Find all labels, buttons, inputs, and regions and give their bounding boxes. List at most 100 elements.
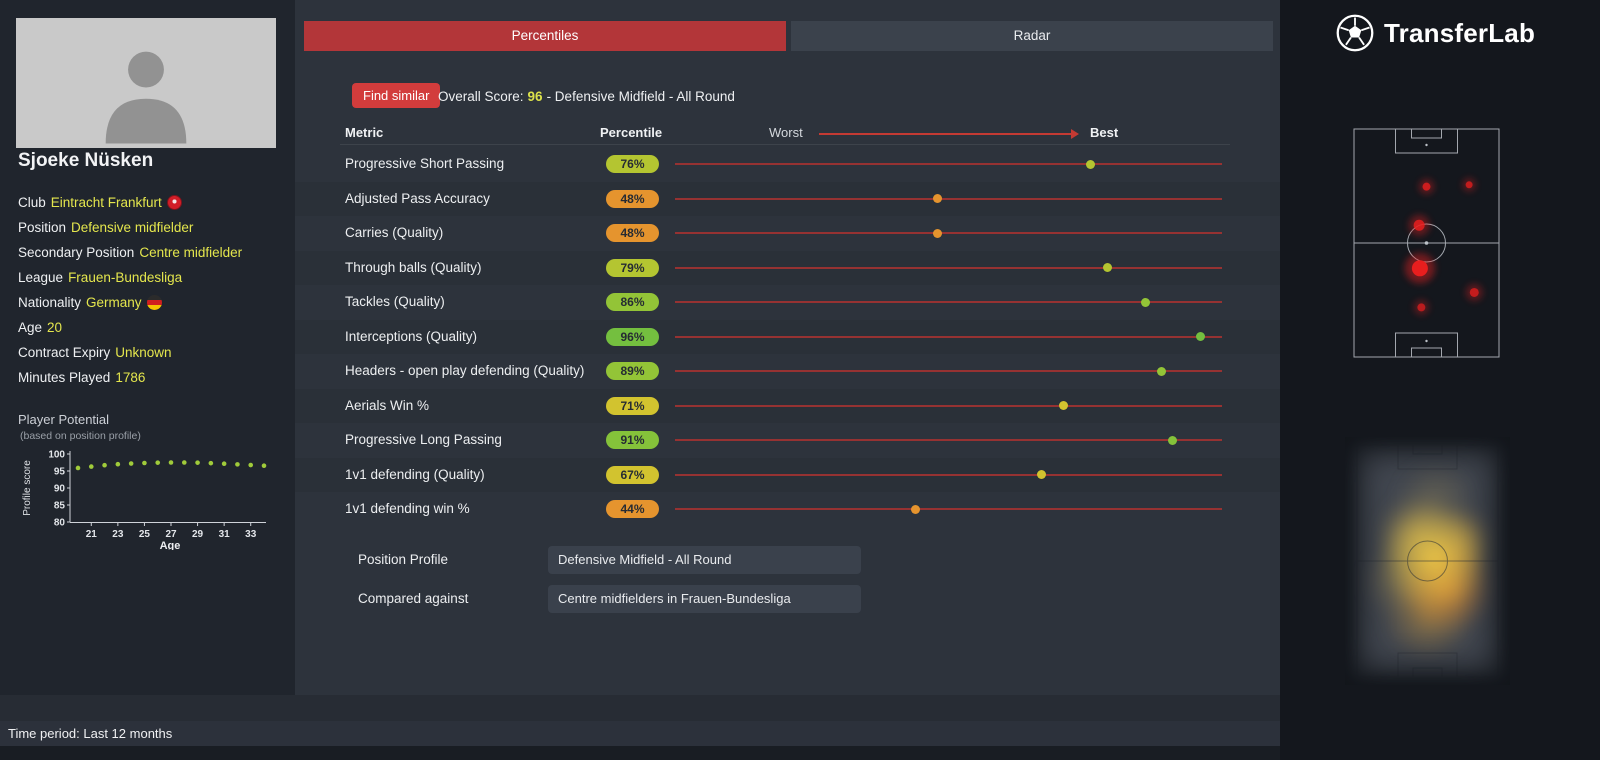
detail-label: League bbox=[18, 270, 64, 285]
select-box[interactable]: Centre midfielders in Frauen-Bundesliga bbox=[548, 585, 861, 613]
player-heatmap bbox=[1345, 437, 1510, 685]
detail-label: Secondary Position bbox=[18, 245, 135, 260]
select-box[interactable]: Defensive Midfield - All Round bbox=[548, 546, 861, 574]
percentile-line bbox=[675, 401, 1222, 410]
svg-text:80: 80 bbox=[54, 518, 66, 529]
svg-text:100: 100 bbox=[48, 450, 65, 461]
tab-percentiles[interactable]: Percentiles bbox=[304, 21, 786, 51]
player-silhouette-icon bbox=[105, 51, 187, 144]
detail-value: Eintracht Frankfurt bbox=[50, 195, 162, 210]
player-potential-subtitle: (based on position profile) bbox=[20, 430, 141, 442]
svg-text:85: 85 bbox=[54, 501, 66, 512]
svg-text:23: 23 bbox=[112, 529, 124, 540]
percentile-dot bbox=[1140, 297, 1150, 307]
svg-text:21: 21 bbox=[86, 529, 98, 540]
percentile-badge: 71% bbox=[606, 396, 659, 415]
transferlab-logo: TransferLab bbox=[1335, 13, 1535, 53]
svg-text:Age: Age bbox=[160, 540, 181, 550]
svg-text:25: 25 bbox=[139, 529, 151, 540]
table-row: Tackles (Quality) 86% bbox=[295, 285, 1280, 320]
player-details: Club Eintracht Frankfurt Position Defensive… bbox=[18, 190, 242, 390]
percentile-badge: 79% bbox=[606, 258, 659, 277]
percentile-line bbox=[675, 332, 1222, 341]
table-row: Interceptions (Quality) 96% bbox=[295, 319, 1280, 354]
svg-text:29: 29 bbox=[192, 529, 204, 540]
profile-select-row: Compared against Centre midfielders in Fr… bbox=[295, 585, 1280, 624]
table-row: 1v1 defending (Quality) 67% bbox=[295, 457, 1280, 492]
football-icon bbox=[1336, 14, 1374, 52]
detail-value: Frauen-Bundesliga bbox=[68, 270, 183, 285]
tab-radar[interactable]: Radar bbox=[791, 21, 1273, 51]
detail-value: Germany bbox=[86, 295, 142, 310]
detail-label: Contract Expiry bbox=[18, 345, 111, 360]
percentile-dot bbox=[933, 228, 943, 238]
header-divider bbox=[340, 144, 1230, 145]
svg-text:33: 33 bbox=[245, 529, 257, 540]
svg-text:31: 31 bbox=[219, 529, 231, 540]
table-header: Metric Percentile Worst Best bbox=[295, 125, 1280, 143]
detail-value: 1786 bbox=[115, 370, 146, 385]
metric-name: Progressive Long Passing bbox=[345, 432, 502, 447]
player-detail-row: Position Defensive midfielder bbox=[18, 215, 242, 240]
player-detail-row: Nationality Germany bbox=[18, 290, 242, 315]
svg-text:Profile score: Profile score bbox=[22, 460, 33, 516]
player-detail-row: Minutes Played 1786 bbox=[18, 365, 242, 390]
positions-pitch-map bbox=[1353, 128, 1500, 358]
player-sidebar: Sjoeke Nüsken Club Eintracht Frankfurt Pos… bbox=[0, 0, 295, 695]
heatmap-base bbox=[1349, 441, 1506, 681]
percentile-badge: 76% bbox=[606, 155, 659, 173]
metric-column-header: Metric bbox=[345, 125, 384, 140]
worst-label: Worst bbox=[769, 125, 803, 140]
right-panel: TransferLab bbox=[1280, 0, 1600, 760]
detail-label: Minutes Played bbox=[18, 370, 111, 385]
heatmap-pitch-lines bbox=[1356, 444, 1499, 678]
percentile-line bbox=[675, 228, 1222, 238]
metric-name: Carries (Quality) bbox=[345, 225, 444, 240]
club-badge-icon bbox=[166, 195, 182, 210]
player-detail-row: Secondary Position Centre midfielder bbox=[18, 240, 242, 265]
metric-name: Progressive Short Passing bbox=[345, 156, 505, 171]
percentile-line bbox=[675, 366, 1222, 376]
detail-value: Centre midfielder bbox=[139, 245, 243, 260]
time-period-bar: Time period: Last 12 months bbox=[0, 721, 1280, 746]
percentile-dot bbox=[911, 504, 921, 514]
percentile-line bbox=[675, 159, 1222, 169]
view-tabs: Percentiles Radar bbox=[304, 21, 1273, 51]
player-potential-title: Player Potential bbox=[18, 412, 110, 427]
table-row: Carries (Quality) 48% bbox=[295, 216, 1280, 251]
metric-name: Adjusted Pass Accuracy bbox=[345, 190, 490, 206]
percentile-badge: 67% bbox=[606, 465, 659, 484]
player-detail-row: League Frauen-Bundesliga bbox=[18, 265, 242, 290]
metric-name: 1v1 defending (Quality) bbox=[345, 466, 485, 482]
find-similar-button[interactable]: Find similar bbox=[352, 83, 441, 108]
table-row: Adjusted Pass Accuracy 48% bbox=[295, 181, 1280, 216]
percentile-badge: 86% bbox=[606, 293, 659, 311]
table-row: Headers - open play defending (Quality) 8… bbox=[295, 354, 1280, 389]
percentile-badge: 44% bbox=[606, 500, 659, 518]
profile-select-row: Position Profile Defensive Midfield - All… bbox=[295, 546, 1280, 585]
percentile-line bbox=[675, 263, 1222, 272]
overall-score-value: 96 bbox=[527, 89, 543, 104]
brand-name: TransferLab bbox=[1384, 17, 1536, 48]
detail-label: Position bbox=[18, 220, 67, 235]
germany-flag-icon bbox=[146, 295, 162, 310]
detail-value: Defensive midfielder bbox=[71, 220, 194, 235]
percentile-line bbox=[675, 470, 1222, 479]
table-row: 1v1 defending win % 44% bbox=[295, 492, 1280, 527]
percentiles-panel: Percentiles Radar Find similar Overall Sc… bbox=[295, 0, 1280, 695]
detail-value: Unknown bbox=[115, 345, 172, 360]
percentile-line bbox=[675, 297, 1222, 307]
footer-band bbox=[0, 695, 1280, 721]
select-label: Position Profile bbox=[358, 552, 449, 567]
metric-name: Tackles (Quality) bbox=[345, 294, 445, 309]
percentile-badge: 89% bbox=[606, 362, 659, 380]
bottom-strip bbox=[0, 746, 1280, 760]
percentile-dot bbox=[1086, 159, 1096, 169]
svg-text:95: 95 bbox=[54, 467, 66, 478]
table-row: Progressive Long Passing 91% bbox=[295, 423, 1280, 458]
percentile-badge: 48% bbox=[606, 189, 659, 208]
percentile-dot bbox=[1058, 401, 1068, 410]
detail-label: Age bbox=[18, 320, 43, 335]
best-label: Best bbox=[1090, 125, 1119, 140]
